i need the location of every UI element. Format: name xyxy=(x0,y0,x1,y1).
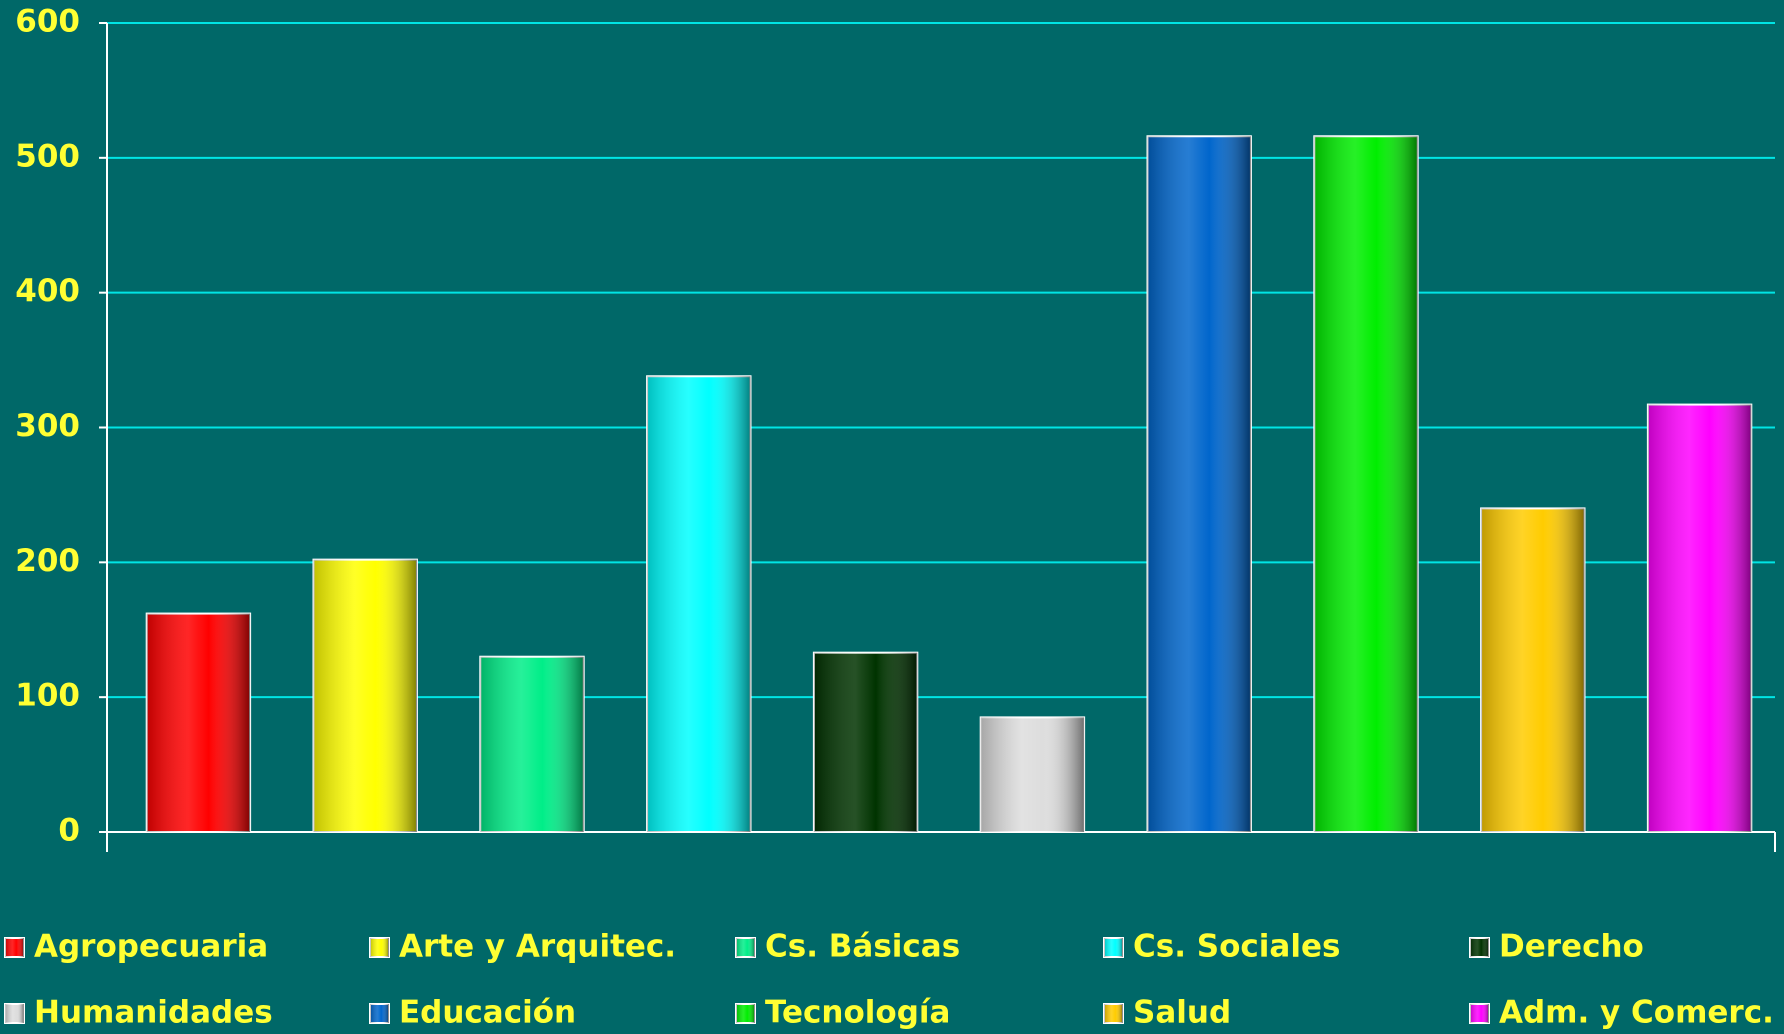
bar xyxy=(1480,507,1586,833)
y-tick-label: 200 xyxy=(15,543,80,579)
legend-label: Agropecuaria xyxy=(34,929,268,965)
legend-label: Cs. Sociales xyxy=(1133,929,1340,965)
bar xyxy=(479,655,585,834)
legend-label: Salud xyxy=(1133,995,1231,1031)
bar xyxy=(979,716,1086,833)
y-tick-label: 300 xyxy=(15,408,80,444)
legend-marker-shade xyxy=(1104,938,1123,957)
y-tick-label: 400 xyxy=(15,273,80,309)
legend-label: Educación xyxy=(399,995,576,1031)
bar xyxy=(646,375,752,833)
legend-label: Arte y Arquitec. xyxy=(399,929,676,965)
legend-marker-shade xyxy=(1470,1004,1489,1023)
legend-marker-shade xyxy=(1470,938,1489,957)
bar xyxy=(1313,135,1419,833)
y-tick-label: 0 xyxy=(58,813,80,849)
legend-marker-shade xyxy=(736,1004,755,1023)
y-tick-label: 500 xyxy=(15,138,80,174)
legend-marker-shade xyxy=(370,938,389,957)
bar xyxy=(1146,135,1252,833)
legend-marker-shade xyxy=(5,938,24,957)
legend-label: Cs. Básicas xyxy=(765,929,960,965)
legend-marker-shade xyxy=(5,1004,24,1023)
bar xyxy=(812,651,919,834)
legend-marker-shade xyxy=(1104,1004,1123,1023)
legend-marker-shade xyxy=(370,1004,389,1023)
legend-label: Tecnología xyxy=(765,995,950,1031)
bar xyxy=(1646,403,1753,833)
bar xyxy=(312,558,418,833)
bar xyxy=(145,612,252,833)
legend-label: Humanidades xyxy=(34,995,273,1031)
legend-marker-shade xyxy=(736,938,755,957)
y-tick-label: 100 xyxy=(15,678,80,714)
legend-label: Derecho xyxy=(1499,929,1644,965)
legend-label: Adm. y Comerc. xyxy=(1499,995,1774,1031)
y-tick-label: 600 xyxy=(15,4,80,40)
